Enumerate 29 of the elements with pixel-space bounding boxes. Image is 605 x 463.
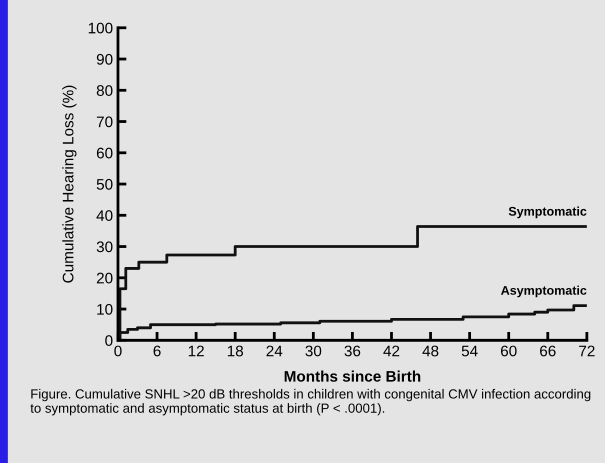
x-tick-label: 42 bbox=[383, 346, 400, 356]
y-tick-label: 60 bbox=[96, 148, 113, 158]
y-tick-label: 90 bbox=[96, 54, 113, 65]
x-tick-label: 72 bbox=[579, 346, 595, 356]
x-tick-label: 24 bbox=[266, 346, 282, 356]
x-tick-label: 54 bbox=[462, 346, 478, 356]
x-tick-label: 36 bbox=[344, 346, 360, 356]
x-tick-label: 0 bbox=[114, 346, 122, 356]
x-tick-label: 12 bbox=[188, 346, 204, 356]
series-label: Asymptomatic bbox=[501, 286, 586, 298]
x-axis-title: Months since Birth bbox=[284, 370, 420, 382]
x-tick-label: 18 bbox=[228, 346, 244, 356]
x-tick-label: 60 bbox=[500, 346, 517, 356]
y-tick-label: 0 bbox=[105, 335, 113, 346]
y-tick-label: 70 bbox=[96, 116, 113, 128]
y-tick-label: 80 bbox=[96, 85, 113, 96]
x-tick-label: 48 bbox=[422, 346, 438, 356]
y-tick-label: 30 bbox=[96, 241, 113, 252]
text: Figure. Cumulative SNHL >20 dB thresholds in children with congenital CMV infection according to symptomatic and asymptomatic status at birth (P < .0001). bbox=[30, 388, 590, 416]
y-tick-label: 10 bbox=[97, 304, 113, 315]
x-tick-label: 66 bbox=[540, 346, 556, 356]
x-tick-label: 6 bbox=[154, 346, 161, 356]
y-tick-label: 40 bbox=[96, 210, 113, 221]
y-tick-label: 50 bbox=[96, 178, 113, 190]
y-axis-title: Cumulative Hearing Loss (%) bbox=[62, 86, 77, 283]
series-label: Symptomatic bbox=[508, 206, 586, 218]
y-tick-label: 20 bbox=[96, 272, 113, 284]
y-tick-label: 100 bbox=[88, 22, 113, 34]
x-tick-label: 30 bbox=[305, 346, 322, 356]
